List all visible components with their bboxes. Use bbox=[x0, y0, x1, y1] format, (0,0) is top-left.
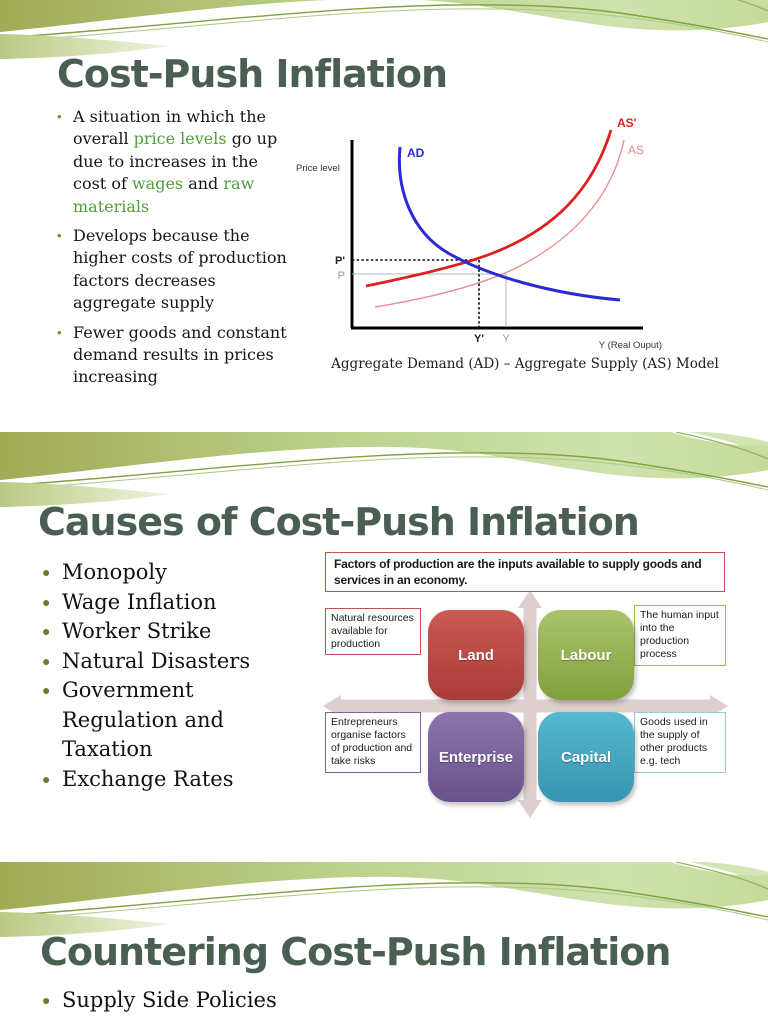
list-item: ● Government Regulation and Taxation bbox=[42, 676, 312, 765]
land-callout: Natural resources available for producti… bbox=[325, 608, 421, 656]
wave-header-decoration bbox=[0, 432, 768, 510]
slide-cost-push-inflation: Cost-Push Inflation • A situation in whi… bbox=[0, 0, 768, 430]
labour-box: Labour bbox=[538, 610, 634, 700]
capital-callout: Goods used in the supply of other produc… bbox=[634, 712, 726, 773]
slide2-title: Causes of Cost-Push Inflation bbox=[38, 500, 640, 544]
as-prime-curve bbox=[365, 129, 613, 288]
as-prime-label: AS' bbox=[617, 116, 637, 130]
ad-as-chart: AD AS' AS P' P Y' Y Price level Y (Real … bbox=[290, 110, 762, 356]
ad-label: AD bbox=[407, 146, 425, 160]
list-item: • Develops because the higher costs of p… bbox=[57, 225, 295, 315]
bullet-text: Natural Disasters bbox=[62, 648, 251, 673]
bullet-icon: ● bbox=[42, 992, 51, 1008]
bullet-icon: ● bbox=[42, 652, 51, 669]
bullet-text: Fewer goods and constant demand results … bbox=[73, 322, 287, 387]
labour-callout: The human input into the production proc… bbox=[634, 605, 726, 666]
y-axis-title: Price level bbox=[296, 163, 340, 174]
slide3-bullet-list: ● Supply Side Policies bbox=[42, 986, 342, 1016]
list-item: ● Wage Inflation bbox=[42, 588, 312, 618]
list-item: ● Monopoly bbox=[42, 558, 312, 588]
p-prime-guide-line bbox=[352, 259, 480, 327]
x-axis-title: Y (Real Ouput) bbox=[599, 340, 662, 351]
p-prime-label: P' bbox=[335, 255, 345, 267]
list-item: ● Natural Disasters bbox=[42, 647, 312, 677]
enterprise-box: Enterprise bbox=[428, 712, 524, 802]
bullet-text: A situation in which the overall price l… bbox=[73, 107, 278, 216]
as-label: AS bbox=[628, 143, 644, 157]
list-item: • A situation in which the overall price… bbox=[57, 106, 295, 218]
bullet-icon: • bbox=[57, 228, 62, 244]
bullet-text: Supply Side Policies bbox=[62, 988, 277, 1012]
y-prime-label: Y' bbox=[474, 333, 484, 345]
capital-box: Capital bbox=[538, 712, 634, 802]
p-label: P bbox=[338, 270, 345, 282]
enterprise-callout: Entrepreneurs organise factors of produc… bbox=[325, 712, 421, 773]
list-item: • Fewer goods and constant demand result… bbox=[57, 322, 295, 389]
slide2-bullet-list: ● Monopoly ● Wage Inflation ● Worker Strike… bbox=[42, 558, 312, 794]
wave-header-decoration bbox=[0, 862, 768, 940]
bullet-icon: • bbox=[57, 324, 62, 340]
list-item: ● Worker Strike bbox=[42, 617, 312, 647]
bullet-text: Exchange Rates bbox=[62, 766, 234, 791]
bullet-icon: ● bbox=[42, 682, 51, 698]
slide-causes-of-cost-push-inflation: Causes of Cost-Push Inflation ● Monopoly … bbox=[0, 432, 768, 860]
list-item: ● Exchange Rates bbox=[42, 765, 312, 795]
y-label: Y bbox=[502, 333, 510, 345]
definition-box: Factors of production are the inputs ava… bbox=[325, 552, 725, 592]
ad-curve bbox=[397, 146, 621, 302]
factors-of-production-diagram: Factors of production are the inputs ava… bbox=[323, 550, 728, 820]
p-guide-line bbox=[352, 273, 507, 327]
bullet-text: Government Regulation and Taxation bbox=[62, 678, 224, 761]
bullet-text: Wage Inflation bbox=[62, 589, 217, 614]
land-box: Land bbox=[428, 610, 524, 700]
bullet-icon: ● bbox=[42, 564, 51, 580]
slide3-title: Countering Cost-Push Inflation bbox=[40, 930, 671, 974]
as-curve bbox=[374, 139, 625, 308]
chart-caption: Aggregate Demand (AD) – Aggregate Supply… bbox=[331, 356, 719, 372]
cross-arrows-icon bbox=[323, 590, 728, 818]
bullet-icon: ● bbox=[42, 593, 51, 610]
slide1-title: Cost-Push Inflation bbox=[57, 52, 448, 96]
bullet-text: Worker Strike bbox=[62, 619, 212, 643]
bullet-text: Monopoly bbox=[62, 560, 167, 584]
slide-countering-cost-push-inflation: Countering Cost-Push Inflation ● Supply S… bbox=[0, 862, 768, 1024]
list-item: ● Supply Side Policies bbox=[42, 986, 342, 1016]
bullet-icon: • bbox=[57, 109, 62, 124]
bullet-icon: ● bbox=[42, 770, 51, 787]
bullet-text: Develops because the higher costs of pro… bbox=[73, 226, 287, 313]
bullet-icon: ● bbox=[42, 623, 51, 639]
slide1-bullet-list: • A situation in which the overall price… bbox=[57, 106, 295, 396]
